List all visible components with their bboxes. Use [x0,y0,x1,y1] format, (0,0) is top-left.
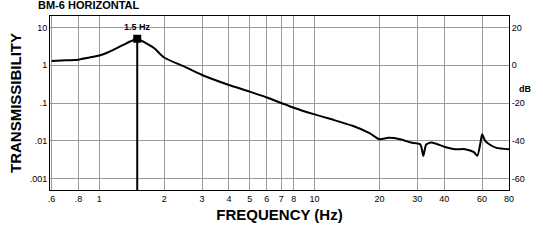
svg-text:-60: -60 [512,174,525,184]
svg-text:3: 3 [200,194,205,204]
svg-text:20: 20 [512,23,522,33]
svg-text:BM-6 HORIZONTAL: BM-6 HORIZONTAL [38,0,140,11]
svg-text:FREQUENCY (Hz): FREQUENCY (Hz) [216,206,342,223]
svg-text:.01: .01 [35,136,48,146]
svg-text:0: 0 [512,60,517,70]
svg-text:.6: .6 [48,194,56,204]
svg-text:80: 80 [504,194,514,204]
svg-text:7: 7 [279,194,284,204]
svg-text:40: 40 [439,194,449,204]
svg-text:10: 10 [310,194,320,204]
svg-text:10: 10 [37,23,47,33]
svg-text:.8: .8 [75,194,83,204]
svg-text:20: 20 [374,194,384,204]
svg-text:4: 4 [226,194,231,204]
svg-text:-20: -20 [512,98,525,108]
svg-text:2: 2 [162,194,167,204]
svg-text:5: 5 [247,194,252,204]
svg-text:.1: .1 [40,98,48,108]
svg-text:6: 6 [264,194,269,204]
svg-text:-40: -40 [512,136,525,146]
svg-text:1: 1 [97,194,102,204]
svg-text:TRANSMISSIBILITY: TRANSMISSIBILITY [7,33,24,173]
svg-text:8: 8 [291,194,296,204]
svg-text:30: 30 [412,194,422,204]
svg-text:1: 1 [42,60,47,70]
svg-text:1.5 Hz: 1.5 Hz [124,22,151,32]
svg-text:dB: dB [519,84,531,94]
svg-text:.001: .001 [30,174,48,184]
svg-text:60: 60 [477,194,487,204]
